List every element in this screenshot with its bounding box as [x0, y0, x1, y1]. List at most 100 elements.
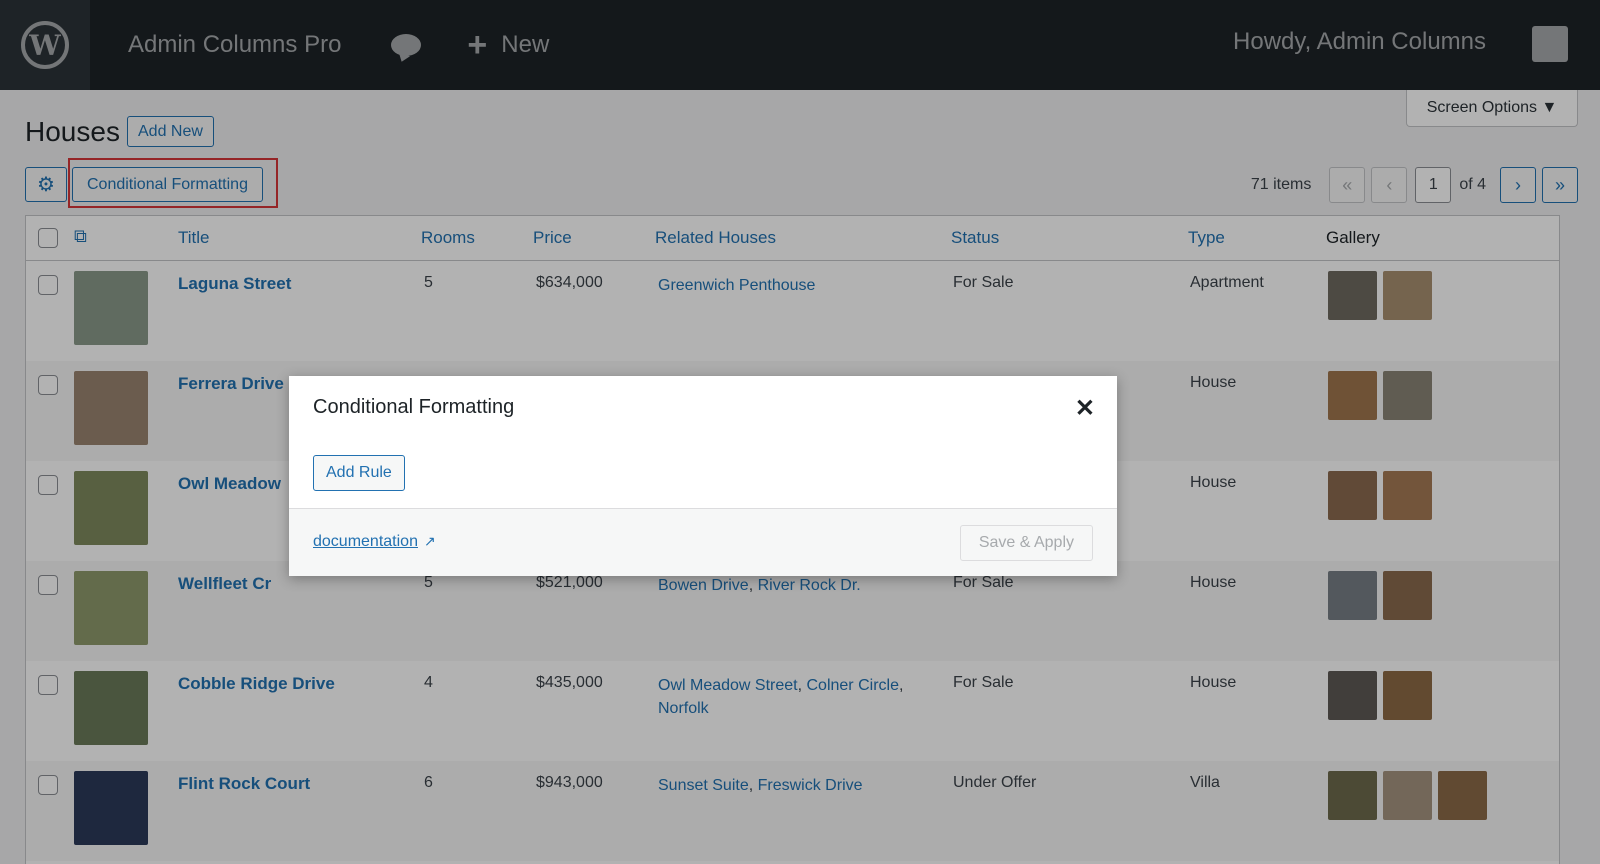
add-rule-button[interactable]: Add Rule: [313, 455, 405, 491]
column-status[interactable]: Status: [951, 228, 1000, 247]
house-thumbnail[interactable]: [74, 271, 148, 345]
settings-button[interactable]: ⚙: [25, 167, 67, 202]
table-row: Owl Meadow House: [26, 461, 1559, 561]
first-page-button[interactable]: «: [1329, 167, 1366, 203]
screen-options-button[interactable]: Screen Options ▼: [1406, 90, 1578, 127]
highlight-box: [68, 158, 278, 208]
comment-bubble-icon[interactable]: [391, 34, 422, 56]
page-title: Houses: [25, 116, 120, 147]
column-price[interactable]: Price: [533, 228, 572, 247]
related-house-link[interactable]: Colner Circle: [806, 677, 899, 694]
gallery-image[interactable]: [1328, 271, 1377, 320]
gallery-image[interactable]: [1383, 471, 1432, 520]
howdy-user-link[interactable]: Howdy, Admin Columns: [1233, 28, 1486, 55]
prev-page-button[interactable]: ‹: [1371, 167, 1408, 203]
column-gallery: Gallery: [1326, 228, 1380, 247]
modal-title: Conditional Formatting: [313, 396, 515, 418]
row-checkbox[interactable]: [38, 375, 58, 395]
documentation-label: documentation: [313, 533, 418, 550]
plus-icon: +: [467, 26, 488, 64]
row-title-link[interactable]: Flint Rock Court: [178, 774, 311, 793]
row-title-link[interactable]: Wellfleet Cr: [178, 574, 272, 593]
row-rooms: 5: [424, 274, 433, 291]
next-page-button[interactable]: ›: [1500, 167, 1536, 203]
row-related-houses: Owl Meadow Street, Colner Circle, Norfol…: [658, 674, 928, 720]
related-house-link[interactable]: Freswick Drive: [757, 777, 863, 794]
pagination: 71 items « ‹ 1 of 4 › »: [1251, 167, 1578, 203]
column-related-houses[interactable]: Related Houses: [655, 228, 776, 247]
row-type: Apartment: [1190, 274, 1264, 291]
row-title-link[interactable]: Owl Meadow: [178, 474, 281, 493]
row-rooms: 4: [424, 674, 433, 691]
row-rooms: 5: [424, 574, 433, 591]
house-thumbnail[interactable]: [74, 371, 148, 445]
row-type: House: [1190, 674, 1237, 691]
save-apply-button[interactable]: Save & Apply: [959, 525, 1093, 561]
separator: ,: [748, 777, 758, 794]
house-thumbnail[interactable]: [74, 571, 148, 645]
column-type[interactable]: Type: [1188, 228, 1225, 247]
house-thumbnail[interactable]: [74, 771, 148, 845]
row-checkbox[interactable]: [38, 575, 58, 595]
gallery-image[interactable]: [1328, 371, 1377, 420]
gallery-image[interactable]: [1383, 671, 1432, 720]
total-pages: of 4: [1459, 176, 1486, 193]
admin-bar: W Admin Columns Pro + New Howdy, Admin C…: [0, 0, 1600, 90]
documentation-link[interactable]: documentation ↗: [313, 533, 436, 551]
house-thumbnail[interactable]: [74, 471, 148, 545]
related-house-link[interactable]: Greenwich Penthouse: [658, 277, 816, 294]
row-checkbox[interactable]: [38, 775, 58, 795]
related-house-link[interactable]: Bowen Drive: [658, 577, 749, 594]
table-header: ⧉ Title Rooms Price Related Houses Statu…: [26, 216, 1559, 261]
featured-image-icon: ⧉: [74, 226, 87, 246]
gallery-image[interactable]: [1328, 471, 1377, 520]
related-house-link[interactable]: Norfolk: [658, 700, 709, 717]
column-title[interactable]: Title: [178, 228, 210, 247]
row-type: House: [1190, 474, 1237, 491]
separator: ,: [797, 677, 807, 694]
separator: ,: [898, 677, 904, 694]
select-all-checkbox[interactable]: [38, 228, 58, 248]
row-title-link[interactable]: Laguna Street: [178, 274, 292, 293]
add-new-button[interactable]: Add New: [127, 116, 214, 147]
new-content-button[interactable]: + New: [467, 28, 549, 62]
row-checkbox[interactable]: [38, 675, 58, 695]
row-status: For Sale: [953, 574, 1014, 591]
site-name-link[interactable]: Admin Columns Pro: [128, 31, 342, 58]
separator: ,: [748, 577, 758, 594]
house-thumbnail[interactable]: [74, 671, 148, 745]
table-row: Wellfleet Cr 5 $521,000 Bowen Drive, River …: [26, 561, 1559, 661]
related-house-link[interactable]: Owl Meadow Street: [658, 677, 798, 694]
row-related-houses: Bowen Drive, River Rock Dr.: [658, 574, 928, 597]
row-price: $634,000: [536, 274, 603, 291]
gallery-image[interactable]: [1328, 571, 1377, 620]
gallery-image[interactable]: [1383, 771, 1432, 820]
current-page-input[interactable]: 1: [1415, 167, 1452, 203]
row-related-houses: Sunset Suite, Freswick Drive: [658, 774, 928, 797]
avatar[interactable]: [1532, 26, 1568, 62]
column-rooms[interactable]: Rooms: [421, 228, 475, 247]
related-house-link[interactable]: Sunset Suite: [658, 777, 749, 794]
last-page-button[interactable]: »: [1542, 167, 1578, 203]
table-row: Laguna Street 5 $634,000 Greenwich Penthous…: [26, 261, 1559, 361]
gallery-image[interactable]: [1328, 771, 1377, 820]
row-title-link[interactable]: Cobble Ridge Drive: [178, 674, 335, 693]
row-type: House: [1190, 574, 1237, 591]
row-title-link[interactable]: Ferrera Drive: [178, 374, 284, 393]
row-checkbox[interactable]: [38, 475, 58, 495]
row-price: $943,000: [536, 774, 603, 791]
row-status: Under Offer: [953, 774, 1037, 791]
gallery-image[interactable]: [1383, 571, 1432, 620]
gallery-image[interactable]: [1438, 771, 1487, 820]
gallery-image[interactable]: [1383, 271, 1432, 320]
row-status: For Sale: [953, 274, 1014, 291]
wordpress-icon: W: [21, 21, 69, 69]
gallery-image[interactable]: [1328, 671, 1377, 720]
close-icon[interactable]: ✕: [1074, 395, 1095, 422]
wordpress-logo-button[interactable]: W: [0, 0, 90, 90]
row-checkbox[interactable]: [38, 275, 58, 295]
related-house-link[interactable]: River Rock Dr.: [757, 577, 861, 594]
row-status: For Sale: [953, 674, 1014, 691]
gallery-image[interactable]: [1383, 371, 1432, 420]
conditional-formatting-button[interactable]: Conditional Formatting: [72, 167, 263, 202]
